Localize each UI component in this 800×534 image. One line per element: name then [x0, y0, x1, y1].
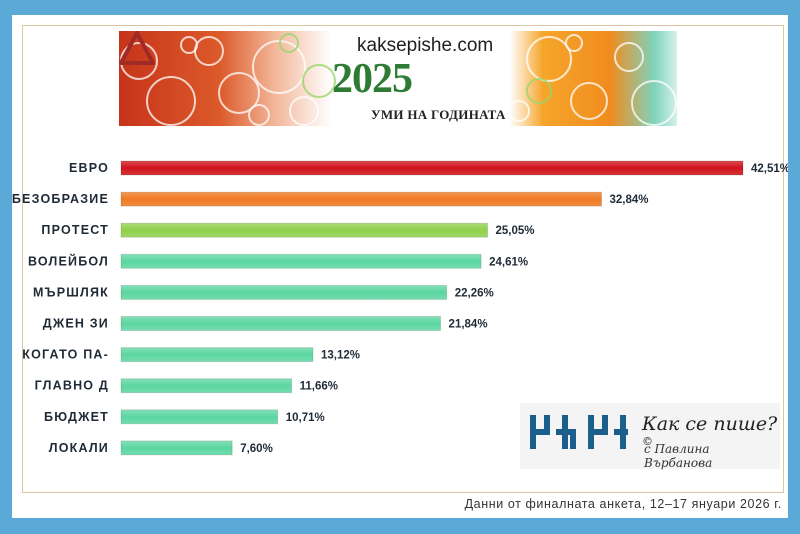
card: kaksepishe.com 2025 УМИ НА ГОДИНАТА ЕВРО… — [12, 15, 788, 518]
bar — [120, 409, 279, 425]
value-label: 42,51% — [751, 163, 788, 175]
category-label: БЕЗОБРАЗИЕ — [12, 192, 109, 206]
value-label: 11,66% — [300, 381, 338, 393]
copyright-mark: © — [642, 435, 653, 448]
category-label: ГЛАВНО Д — [35, 379, 109, 393]
value-label: 7,60% — [240, 443, 273, 455]
bar — [120, 284, 448, 300]
logo-subtitle: с Павлина Върбанова — [644, 442, 713, 470]
logo-box: Как се пише?© с Павлина Върбанова — [520, 403, 780, 470]
chart-frame — [22, 25, 784, 493]
banner-subtitle: УМИ НА ГОДИНАТА — [371, 107, 506, 122]
value-label: 25,05% — [496, 225, 535, 237]
site-name: kaksepishe.com — [357, 35, 494, 56]
category-label: МЪРШЛЯК — [33, 285, 109, 299]
banner-circles — [120, 33, 677, 126]
banner: kaksepishe.com 2025 УМИ НА ГОДИНАТА — [119, 31, 677, 126]
category-label: ПРОТЕСТ — [41, 223, 109, 237]
bar — [120, 160, 744, 176]
bar — [120, 316, 442, 331]
triangle-logo-icon — [119, 31, 155, 65]
footer-note: Данни от финалната анкета, 12–17 януари … — [464, 497, 782, 511]
kakse-logo-icon — [530, 415, 628, 449]
bar — [120, 378, 293, 394]
year-title: 2025 — [332, 56, 413, 102]
value-label: 10,71% — [286, 412, 325, 424]
value-label: 13,12% — [321, 350, 360, 362]
category-label: ЛОКАЛИ — [49, 441, 109, 455]
bar — [120, 253, 482, 269]
category-label: БЮДЖЕТ — [44, 410, 109, 424]
value-label: 24,61% — [489, 256, 528, 268]
category-label: КОГАТО ПА- — [22, 348, 109, 362]
value-label: 21,84% — [449, 319, 488, 331]
category-label: ВОЛЕЙБОЛ — [28, 253, 109, 268]
value-label: 22,26% — [455, 287, 494, 299]
value-label: 32,84% — [610, 194, 649, 206]
bar — [120, 222, 489, 238]
category-label: ДЖЕН ЗИ — [43, 317, 109, 331]
bar — [120, 191, 603, 207]
category-label: ЕВРО — [69, 161, 109, 175]
bar — [120, 440, 233, 456]
logo-title: Как се пише?© — [642, 413, 778, 448]
bar-chart: ЕВРО 42,51% БЕЗОБРАЗИЕ 32,84% ПРОТЕСТ 25,05% В… — [12, 160, 788, 456]
bar — [120, 347, 314, 363]
